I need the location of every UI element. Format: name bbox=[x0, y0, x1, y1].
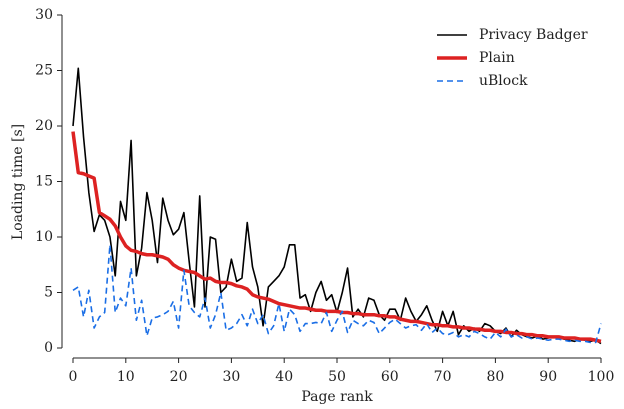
x-tick-label: 0 bbox=[69, 369, 78, 385]
line-series bbox=[72, 67, 602, 345]
y-tick-label: 10 bbox=[35, 229, 53, 245]
x-tick-label: 10 bbox=[117, 369, 135, 385]
x-tick-label: 40 bbox=[275, 369, 293, 385]
legend-label: Privacy Badger bbox=[479, 27, 588, 43]
x-tick-label: 50 bbox=[328, 369, 346, 385]
x-tick-label: 90 bbox=[539, 369, 557, 385]
x-tick-label: 80 bbox=[486, 369, 504, 385]
legend-label: uBlock bbox=[479, 73, 528, 89]
x-axis-label: Page rank bbox=[301, 389, 373, 405]
line-series bbox=[71, 131, 602, 344]
x-tick-label: 60 bbox=[381, 369, 399, 385]
y-tick-label: 20 bbox=[35, 118, 53, 134]
x-tick-label: 70 bbox=[434, 369, 452, 385]
x-tick-label: 30 bbox=[222, 369, 240, 385]
y-tick-label: 15 bbox=[35, 174, 53, 190]
x-tick-label: 100 bbox=[588, 369, 615, 385]
legend-label: Plain bbox=[479, 50, 515, 66]
line-series bbox=[72, 243, 602, 344]
y-tick-label: 0 bbox=[44, 340, 53, 356]
x-tick-label: 20 bbox=[170, 369, 188, 385]
y-axis-label: Loading time [s] bbox=[10, 124, 26, 240]
y-tick-label: 25 bbox=[35, 63, 53, 79]
y-tick-label: 5 bbox=[44, 285, 53, 301]
y-tick-label: 30 bbox=[35, 7, 53, 23]
